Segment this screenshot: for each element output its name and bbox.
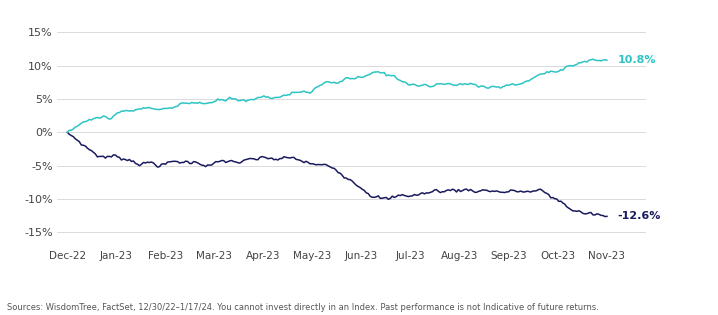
Text: -12.6%: -12.6% bbox=[617, 211, 661, 221]
Text: Sources: WisdomTree, FactSet, 12/30/22–1/17/24. You cannot invest directly in an: Sources: WisdomTree, FactSet, 12/30/22–1… bbox=[7, 303, 599, 312]
Text: 10.8%: 10.8% bbox=[617, 55, 656, 65]
